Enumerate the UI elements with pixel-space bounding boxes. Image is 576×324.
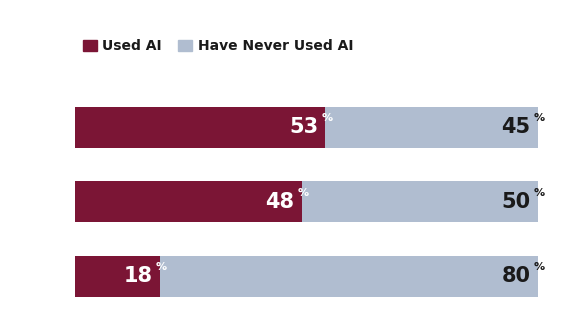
Text: %: % [298, 188, 309, 198]
Bar [75, 181, 302, 222]
Text: 50: 50 [502, 192, 530, 212]
Bar [325, 107, 538, 148]
Bar [75, 256, 160, 297]
Bar [75, 107, 325, 148]
Text: 53: 53 [289, 117, 318, 137]
Text: 18: 18 [124, 266, 153, 286]
Text: %: % [321, 113, 332, 123]
Text: %: % [534, 113, 545, 123]
Text: 45: 45 [502, 117, 530, 137]
Text: %: % [156, 262, 167, 272]
Text: %: % [534, 262, 545, 272]
Legend: Used AI, Have Never Used AI: Used AI, Have Never Used AI [77, 34, 359, 59]
Text: 80: 80 [502, 266, 530, 286]
Text: %: % [534, 188, 545, 198]
Bar [160, 256, 538, 297]
Bar [302, 181, 538, 222]
Text: 48: 48 [266, 192, 294, 212]
